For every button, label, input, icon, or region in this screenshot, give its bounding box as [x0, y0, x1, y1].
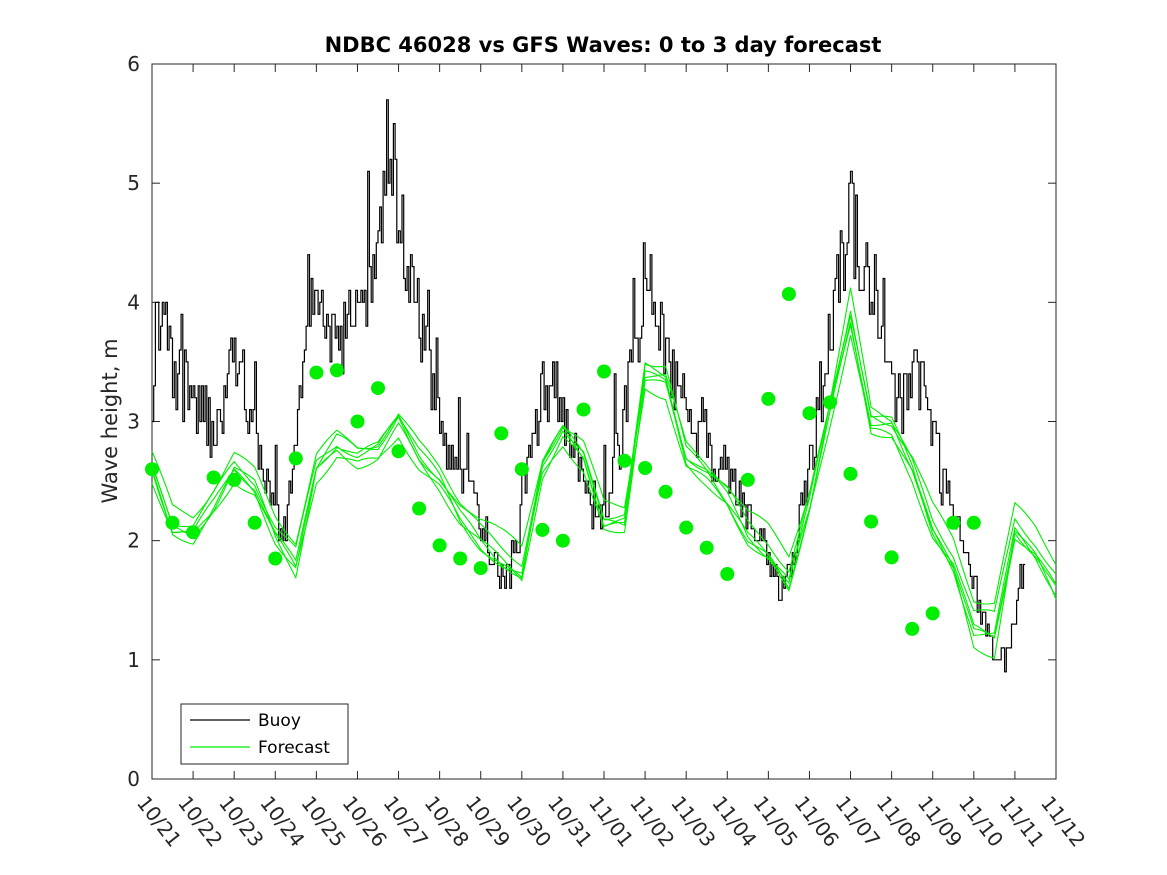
- forecast-dot: [617, 453, 632, 468]
- chart-title: NDBC 46028 vs GFS Waves: 0 to 3 day fore…: [325, 33, 882, 57]
- forecast-dot: [638, 461, 653, 475]
- forecast-dot: [412, 501, 427, 516]
- forecast-dot: [555, 533, 570, 548]
- legend-buoy-label: Buoy: [258, 711, 301, 731]
- forecast-dot: [247, 515, 262, 530]
- forecast-dot: [781, 287, 796, 301]
- forecast-dot: [576, 402, 591, 417]
- forecast-dot: [699, 540, 714, 555]
- forecast-dot: [843, 466, 858, 481]
- forecast-line: [151, 321, 1057, 636]
- y-tick-label: 5: [127, 171, 140, 195]
- forecast-dot: [165, 515, 180, 530]
- forecast-dot: [761, 391, 776, 406]
- forecast-series: [151, 287, 1057, 660]
- forecast-dot: [679, 520, 694, 535]
- forecast-dot: [350, 414, 365, 429]
- forecast-dot: [371, 381, 385, 396]
- forecast-dot: [864, 514, 879, 529]
- forecast-dot: [309, 365, 324, 380]
- legend: Buoy Forecast: [180, 703, 349, 765]
- forecast-dot: [391, 444, 406, 459]
- y-tick-label: 1: [127, 648, 140, 672]
- forecast-dot: [268, 551, 283, 566]
- forecast-dot: [473, 561, 488, 576]
- forecast-dot: [966, 515, 981, 530]
- plot-area: [151, 63, 1057, 780]
- forecast-dot: [227, 472, 242, 487]
- y-tick-label: 3: [127, 410, 140, 434]
- forecast-dot: [145, 462, 159, 477]
- y-axis-label: Wave height, m: [98, 338, 122, 503]
- y-tick-label: 6: [127, 52, 140, 76]
- forecast-dot: [453, 551, 468, 566]
- forecast-dot: [329, 363, 344, 378]
- forecast-dot: [884, 550, 899, 565]
- buoy-line: [152, 99, 1026, 673]
- forecast-dot: [925, 606, 940, 621]
- forecast-dot: [823, 395, 837, 410]
- axis-ticks: [151, 63, 1057, 780]
- forecast-dot: [494, 426, 509, 441]
- forecast-dot: [288, 451, 303, 466]
- forecast-dot: [720, 567, 735, 581]
- forecast-dots: [145, 287, 981, 636]
- forecast-dot: [658, 484, 673, 499]
- forecast-dot: [802, 406, 817, 421]
- forecast-line: [151, 335, 1057, 639]
- forecast-dot: [905, 621, 920, 636]
- y-tick-label: 0: [127, 767, 140, 791]
- y-tick-labels: 0 1 2 3 4 5 6: [127, 52, 140, 791]
- forecast-dot: [535, 522, 550, 537]
- forecast-dot: [597, 364, 611, 379]
- y-tick-label: 2: [127, 529, 140, 553]
- buoy-series: [152, 99, 1026, 673]
- legend-forecast-label: Forecast: [258, 738, 330, 758]
- y-tick-label: 4: [127, 290, 140, 314]
- forecast-dot: [740, 472, 755, 487]
- forecast-dot: [946, 515, 961, 530]
- forecast-dot: [186, 525, 201, 540]
- forecast-dot: [432, 538, 447, 553]
- forecast-dot: [206, 470, 221, 485]
- forecast-dot: [514, 462, 529, 477]
- legend-box: [180, 703, 349, 765]
- forecast-line: [151, 324, 1057, 612]
